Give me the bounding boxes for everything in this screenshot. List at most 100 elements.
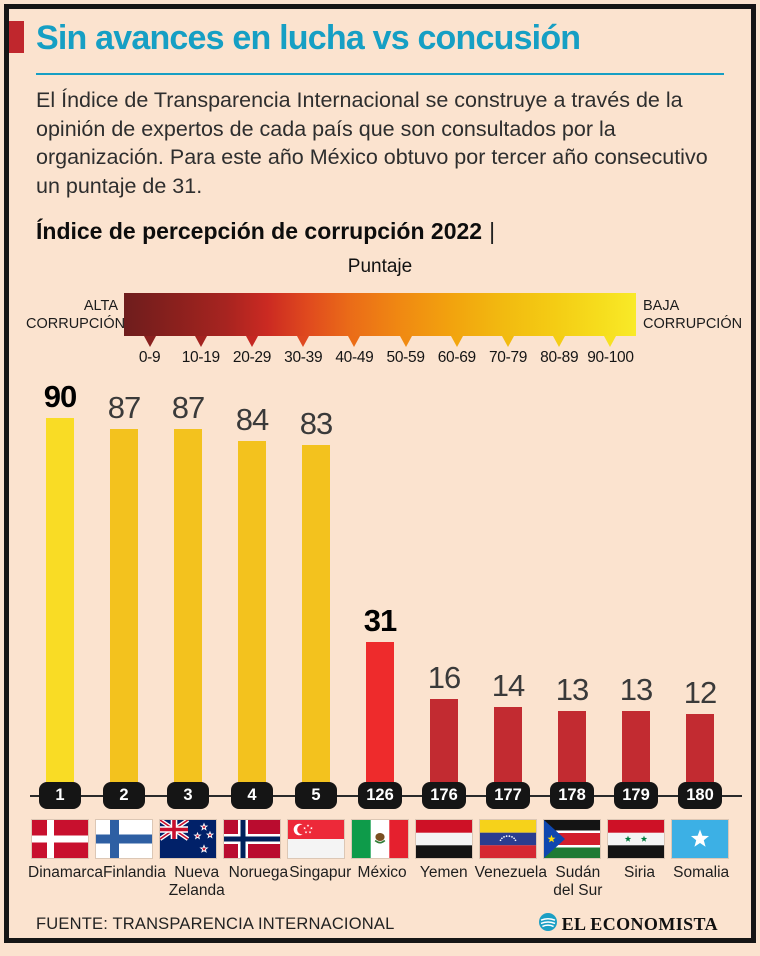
legend-tick: 70-79: [482, 336, 533, 367]
tick-triangle-icon: [553, 336, 566, 347]
rank-badge-cell: 126: [348, 782, 412, 809]
legend-title: Puntaje: [347, 256, 413, 277]
country-name-label: Venezuela: [475, 864, 547, 899]
country-name-line: del Sur: [553, 881, 603, 899]
chart-subtitle: Índice de percepción de corrupción 2022 |: [36, 218, 495, 245]
rank-badge-cell: 177: [476, 782, 540, 809]
country-name-label: Finlandia: [103, 864, 166, 899]
page-title: Sin avances en lucha vs concusión: [36, 19, 581, 57]
source-note: FUENTE: TRANSPARENCIA INTERNACIONAL: [36, 915, 395, 933]
legend-gradient-bar: [124, 293, 636, 336]
legend-tick: 80-89: [534, 336, 585, 367]
rank-badge-cell: 1: [28, 782, 92, 809]
flag-cell: [348, 819, 412, 859]
bar: [46, 418, 74, 795]
country-name-line: Sudán: [555, 864, 601, 881]
tick-triangle-icon: [502, 336, 515, 347]
country-name-line: Zelanda: [168, 881, 225, 899]
flag-cell: [604, 819, 668, 859]
bar-column: 14: [476, 668, 540, 795]
rank-badge: 2: [103, 782, 145, 809]
country-name-label: Noruega: [228, 864, 290, 899]
legend-range-label: 80-89: [540, 349, 579, 366]
tick-triangle-icon: [194, 336, 207, 347]
legend-range-label: 40-49: [335, 349, 374, 366]
rank-badge-cell: 180: [668, 782, 732, 809]
intro-paragraph: El Índice de Transparencia Internacional…: [36, 88, 708, 198]
tick-triangle-icon: [399, 336, 412, 347]
legend-tick: 50-59: [380, 336, 431, 367]
rank-badge-cell: 3: [156, 782, 220, 809]
rank-badge-cell: 4: [220, 782, 284, 809]
country-name-line: Yemen: [419, 864, 468, 881]
tick-triangle-icon: [348, 336, 361, 347]
bar-value-label: 13: [555, 672, 589, 707]
bar-column: 12: [668, 675, 732, 795]
country-name-label: Yemen: [413, 864, 475, 899]
bar-column: 84: [220, 402, 284, 795]
bar-value-label: 87: [107, 390, 141, 425]
flag-cell: [28, 819, 92, 859]
legend-tick-row: 0-9 10-19 20-29 30-39 40-49 50-59 60-69 70-79 80…: [124, 336, 636, 367]
legend-range-label: 0-9: [138, 349, 161, 366]
flag-syria-icon: [607, 819, 665, 859]
country-name-label: Sudán del Sur: [547, 864, 609, 899]
flag-singapore-icon: [287, 819, 345, 859]
bar-value-label: 13: [619, 672, 653, 707]
flag-mexico-icon: [351, 819, 409, 859]
bar-value-label: 84: [235, 402, 269, 437]
tick-triangle-icon: [143, 336, 156, 347]
flag-cell: [668, 819, 732, 859]
bar-column: 90: [28, 379, 92, 795]
flag-row: [28, 819, 732, 859]
chart-subtitle-text: Índice de percepción de corrupción 2022: [36, 218, 483, 244]
rank-badge: 177: [486, 782, 530, 809]
rank-badge-cell: 179: [604, 782, 668, 809]
bar-value-label: 14: [491, 668, 525, 703]
subtitle-separator: |: [489, 218, 496, 244]
bar: [686, 714, 714, 795]
legend-tick: 10-19: [175, 336, 226, 367]
brand-name: EL ECONOMISTA: [561, 914, 718, 934]
flag-yemen-icon: [415, 819, 473, 859]
rank-badge: 4: [231, 782, 273, 809]
flag-cell: [220, 819, 284, 859]
brand-logo: EL ECONOMISTA: [538, 913, 718, 936]
legend-tick: 60-69: [431, 336, 482, 367]
bar: [366, 642, 394, 795]
country-name-line: Nueva: [174, 864, 220, 881]
rank-badge-cell: 2: [92, 782, 156, 809]
flag-cell: [92, 819, 156, 859]
legend-range-label: 70-79: [488, 349, 528, 366]
bar-value-label: 12: [683, 675, 717, 710]
title-underline: [36, 73, 724, 75]
rank-badge: 178: [550, 782, 594, 809]
country-name-line: Siria: [624, 864, 656, 881]
tick-triangle-icon: [246, 336, 258, 347]
country-name-label: Nueva Zelanda: [166, 864, 228, 899]
bar: [302, 445, 330, 795]
bar: [110, 429, 138, 795]
flag-finland-icon: [95, 819, 153, 859]
flag-cell: [284, 819, 348, 859]
bar-columns: 90 87 87 84 83 31 16 14 13 13 12: [28, 372, 732, 795]
flag-cell: [476, 819, 540, 859]
el-economista-icon: [538, 913, 557, 936]
bar-column: 83: [284, 406, 348, 795]
country-name-label: México: [351, 864, 413, 899]
rank-badge-cell: 176: [412, 782, 476, 809]
country-name-line: Somalia: [673, 864, 730, 881]
bar-column: 87: [156, 390, 220, 795]
rank-badge: 5: [295, 782, 337, 809]
tick-triangle-icon: [297, 336, 310, 347]
flag-south-sudan-icon: [543, 819, 601, 859]
flag-norway-icon: [223, 819, 281, 859]
rank-badge-cell: 178: [540, 782, 604, 809]
bar-value-label: 90: [43, 379, 77, 414]
country-name-row: Dinamarca Finlandia Nueva Zelanda Noruega Sin…: [28, 864, 732, 899]
legend-range-label: 20-29: [232, 349, 272, 366]
legend-range-label: 90-100: [587, 349, 634, 366]
legend-range-label: 50-59: [386, 349, 425, 366]
bar-column: 13: [604, 672, 668, 795]
